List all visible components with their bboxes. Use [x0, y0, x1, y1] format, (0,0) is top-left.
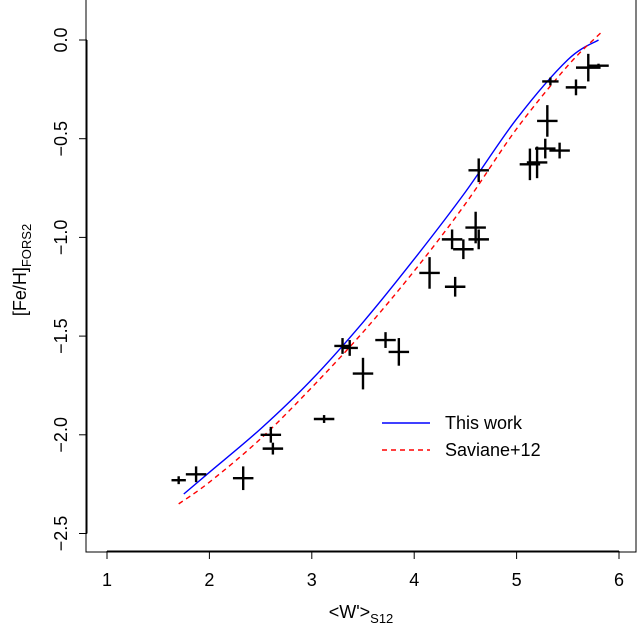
y-tick-label: −2.5	[51, 516, 71, 552]
x-axis: 1 2 3 4 5 6	[102, 550, 624, 590]
data-point	[341, 340, 358, 356]
y-tick-label: −1.5	[51, 318, 71, 354]
data-point	[185, 466, 207, 483]
legend-label: This work	[445, 413, 523, 433]
y-tick-label: −2.0	[51, 417, 71, 453]
data-point	[444, 276, 466, 297]
y-axis-label: [Fe/H]FORS2	[10, 224, 34, 316]
x-tick-label: 1	[102, 570, 112, 590]
data-point	[441, 229, 463, 250]
data-point	[535, 138, 556, 159]
data-point	[575, 53, 601, 82]
x-tick-label: 6	[614, 570, 624, 590]
y-axis-label-sub: FORS2	[19, 224, 34, 267]
plot-frame	[85, 0, 637, 553]
data-point	[453, 239, 474, 260]
data-point	[334, 338, 351, 354]
data-point	[537, 105, 558, 137]
data-point	[465, 211, 486, 244]
data-point	[468, 158, 489, 183]
legend: This work Saviane+12	[382, 413, 541, 460]
y-axis-label-main: [Fe/H]	[10, 267, 30, 316]
fit-curves	[178, 31, 603, 505]
x-tick-label: 5	[512, 570, 522, 590]
y-axis: −2.5 −2.0 −1.5 −1.0 −0.5 0.0	[51, 27, 88, 552]
data-points	[171, 53, 609, 491]
data-point	[232, 466, 254, 491]
data-point	[352, 357, 374, 390]
data-point	[549, 142, 570, 159]
data-point	[468, 229, 489, 250]
legend-label: Saviane+12	[445, 440, 541, 460]
data-point	[388, 338, 410, 366]
data-point	[313, 415, 335, 423]
x-axis-label: <W'>S12	[329, 602, 394, 626]
data-point	[260, 426, 282, 443]
y-tick-label: −0.5	[51, 121, 71, 157]
data-point	[565, 79, 587, 96]
data-point	[526, 146, 548, 179]
x-tick-label: 3	[307, 570, 317, 590]
x-tick-label: 4	[409, 570, 419, 590]
x-tick-label: 2	[204, 570, 214, 590]
y-tick-label: −1.0	[51, 220, 71, 256]
data-point	[588, 63, 609, 68]
data-point	[419, 257, 440, 289]
x-axis-label-main: <W'>	[329, 602, 370, 622]
curve-saviane-12	[178, 31, 603, 505]
data-point	[262, 442, 284, 455]
data-point	[171, 476, 186, 485]
curve-this-work	[183, 39, 599, 495]
y-tick-label: 0.0	[51, 27, 71, 52]
x-axis-label-sub: S12	[370, 611, 393, 626]
data-point	[542, 77, 559, 86]
data-point	[375, 332, 396, 348]
